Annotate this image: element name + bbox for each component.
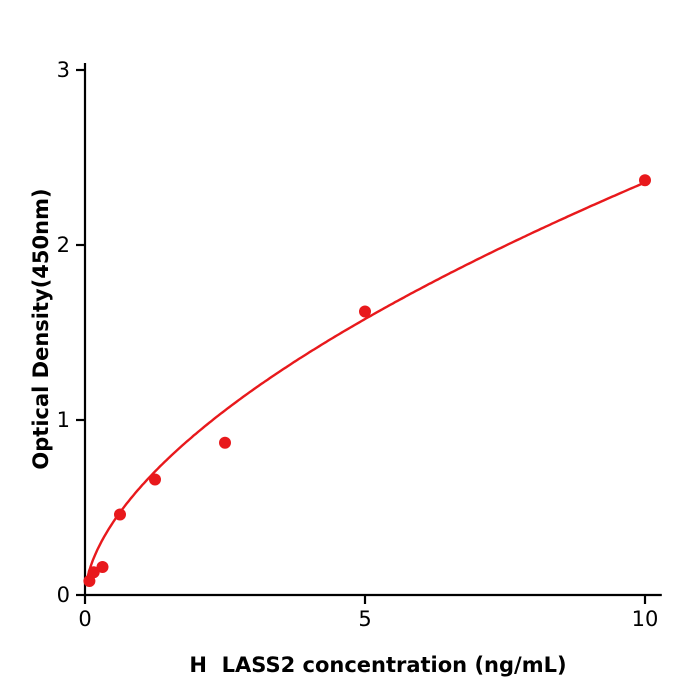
x-axis-label: H LASS2 concentration (ng/mL)	[189, 653, 567, 677]
data-point	[639, 174, 651, 187]
y-tick-label: 0	[57, 583, 70, 607]
x-tick-label: 5	[358, 607, 371, 631]
data-point	[219, 436, 231, 449]
data-point	[359, 305, 371, 318]
data-point	[96, 561, 109, 573]
data-point	[87, 566, 100, 579]
data-point	[149, 473, 161, 486]
fit-curve	[84, 181, 646, 585]
y-tick-label: 2	[57, 233, 70, 257]
y-axis-label: Optical Density(450nm)	[29, 188, 53, 470]
data-point	[114, 508, 126, 521]
axes-spines	[83, 63, 662, 597]
y-tick-label: 3	[57, 58, 70, 82]
x-tick-label: 0	[78, 607, 91, 631]
x-tick-label: 10	[632, 607, 659, 631]
y-tick-label: 1	[57, 408, 70, 432]
